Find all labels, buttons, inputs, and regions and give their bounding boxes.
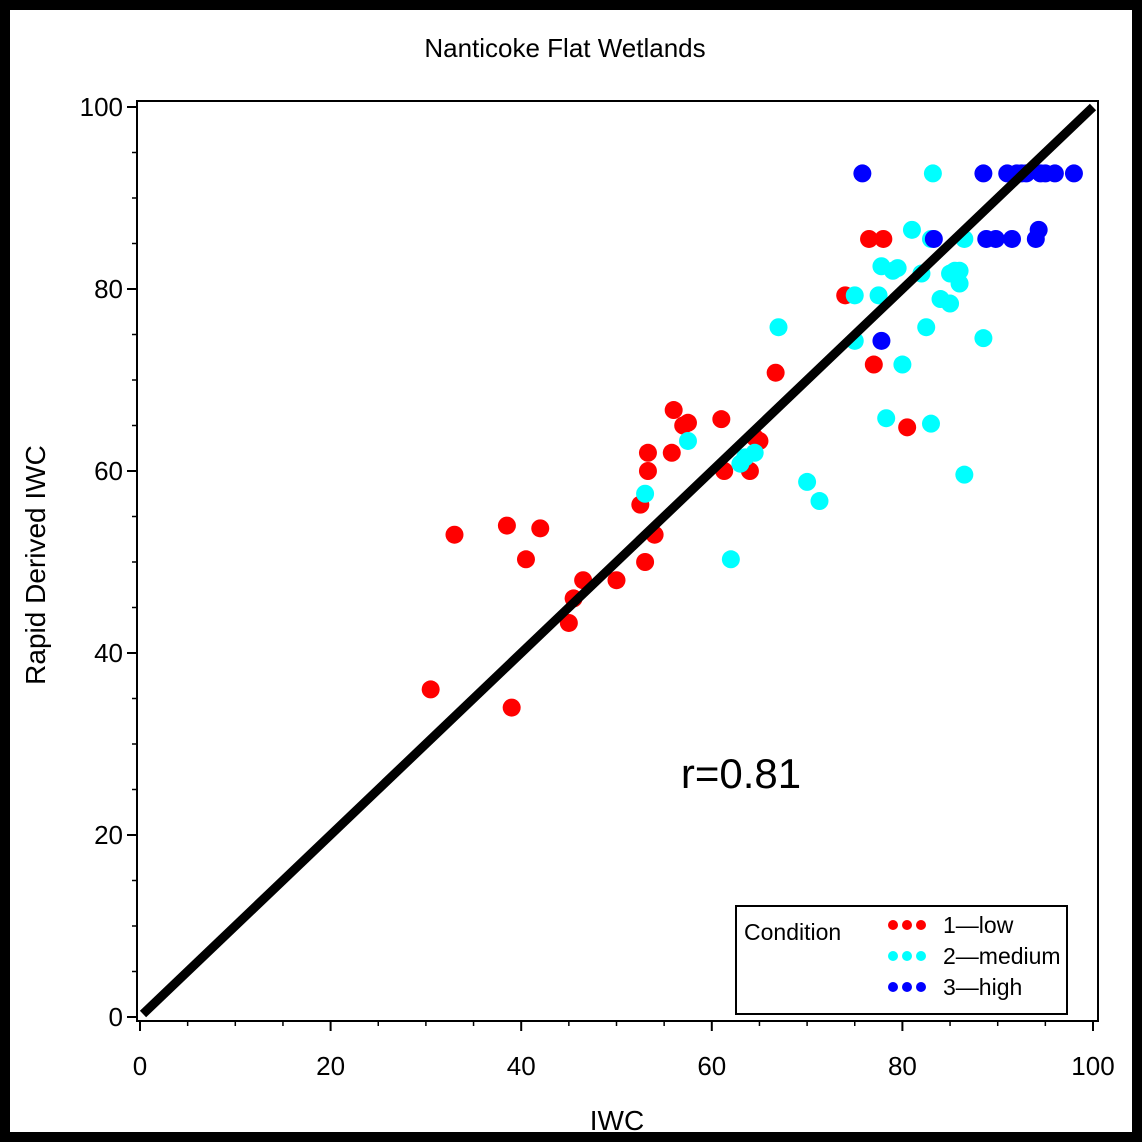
data-point-series-3 bbox=[872, 331, 891, 350]
axis-ticks: 0 20 40 60 80 100 0 20 40 60 80 100 bbox=[80, 92, 1115, 1081]
data-point-series-2 bbox=[902, 220, 921, 239]
data-point-series-1 bbox=[607, 571, 626, 590]
y-tick-label: 40 bbox=[94, 638, 123, 668]
data-point-series-2 bbox=[893, 355, 912, 374]
data-point-series-2 bbox=[950, 274, 969, 293]
legend-marker bbox=[888, 951, 898, 961]
legend-entries: 1—low 2—medium 3—high bbox=[888, 912, 1061, 1000]
data-point-series-1 bbox=[421, 680, 440, 699]
data-point-series-2 bbox=[877, 409, 896, 428]
data-point-series-3 bbox=[1029, 220, 1048, 239]
data-point-series-1 bbox=[502, 698, 521, 717]
legend-marker bbox=[902, 951, 912, 961]
data-point-series-2 bbox=[917, 318, 936, 337]
data-point-series-3 bbox=[924, 229, 943, 248]
y-tick-label: 20 bbox=[94, 820, 123, 850]
data-point-series-1 bbox=[874, 229, 893, 248]
data-point-series-1 bbox=[497, 516, 516, 535]
legend: Condition 1—low 2—medium 3—high bbox=[735, 905, 1068, 1015]
data-point-series-3 bbox=[986, 229, 1005, 248]
correlation-annotation: r=0.81 bbox=[681, 750, 801, 797]
data-point-series-2 bbox=[950, 261, 969, 280]
legend-marker bbox=[888, 920, 898, 930]
legend-marker bbox=[916, 920, 926, 930]
data-point-series-2 bbox=[845, 286, 864, 305]
data-point-series-1 bbox=[860, 229, 879, 248]
legend-marker bbox=[916, 951, 926, 961]
legend-title: Condition bbox=[744, 919, 841, 945]
legend-entry-label: 2—medium bbox=[943, 943, 1061, 969]
data-point-series-1 bbox=[516, 550, 535, 569]
data-point-series-2 bbox=[921, 414, 940, 433]
reference-line bbox=[139, 103, 1097, 1018]
data-point-series-2 bbox=[678, 431, 697, 450]
data-point-series-3 bbox=[974, 164, 993, 183]
data-point-series-1 bbox=[766, 363, 785, 382]
data-point-series-1 bbox=[531, 519, 550, 538]
data-point-series-1 bbox=[638, 443, 657, 462]
data-point-series-2 bbox=[798, 472, 817, 491]
data-point-series-3 bbox=[1045, 164, 1064, 183]
x-axis-label: IWC bbox=[590, 1105, 644, 1136]
data-point-series-1 bbox=[662, 443, 681, 462]
data-point-series-1 bbox=[898, 418, 917, 437]
data-point-series-1 bbox=[664, 401, 683, 420]
data-point-series-2 bbox=[955, 465, 974, 484]
legend-entry-label: 1—low bbox=[943, 912, 1014, 938]
data-point-series-2 bbox=[888, 259, 907, 278]
x-tick-label: 80 bbox=[888, 1051, 917, 1081]
reference-line-layer bbox=[139, 103, 1097, 1018]
legend-box bbox=[735, 905, 1068, 1015]
data-point-series-2 bbox=[923, 164, 942, 183]
legend-marker bbox=[902, 982, 912, 992]
legend-marker bbox=[916, 982, 926, 992]
data-point-series-2 bbox=[745, 443, 764, 462]
data-point-series-1 bbox=[638, 462, 657, 480]
y-tick-label: 0 bbox=[109, 1002, 123, 1032]
data-point-series-2 bbox=[636, 484, 655, 503]
data-point-series-2 bbox=[721, 550, 740, 569]
y-tick-label: 80 bbox=[94, 274, 123, 304]
data-point-series-2 bbox=[941, 294, 960, 313]
chart-title: Nanticoke Flat Wetlands bbox=[424, 33, 705, 63]
data-point-series-3 bbox=[853, 164, 872, 183]
legend-marker bbox=[888, 982, 898, 992]
data-point-series-1 bbox=[559, 613, 578, 632]
data-point-series-1 bbox=[678, 413, 697, 432]
data-point-series-2 bbox=[769, 318, 788, 337]
legend-marker bbox=[902, 920, 912, 930]
data-point-series-2 bbox=[810, 492, 829, 511]
y-axis-label: Rapid Derived IWC bbox=[20, 445, 51, 685]
data-point-series-2 bbox=[869, 286, 888, 305]
y-tick-label: 60 bbox=[94, 456, 123, 486]
data-point-series-3 bbox=[1002, 229, 1021, 248]
x-tick-label: 20 bbox=[316, 1051, 345, 1081]
data-point-series-2 bbox=[974, 329, 993, 348]
legend-entry-label: 3—high bbox=[943, 974, 1022, 1000]
data-point-series-1 bbox=[445, 525, 464, 544]
x-tick-label: 40 bbox=[507, 1051, 536, 1081]
data-point-series-1 bbox=[712, 410, 731, 429]
x-tick-label: 60 bbox=[697, 1051, 726, 1081]
data-point-series-1 bbox=[864, 355, 883, 374]
x-tick-label: 100 bbox=[1071, 1051, 1114, 1081]
x-tick-label: 0 bbox=[133, 1051, 147, 1081]
y-tick-label: 100 bbox=[80, 92, 123, 122]
plot-frame bbox=[136, 100, 1099, 1022]
data-point-series-3 bbox=[1064, 164, 1083, 183]
data-point-series-1 bbox=[636, 553, 655, 571]
